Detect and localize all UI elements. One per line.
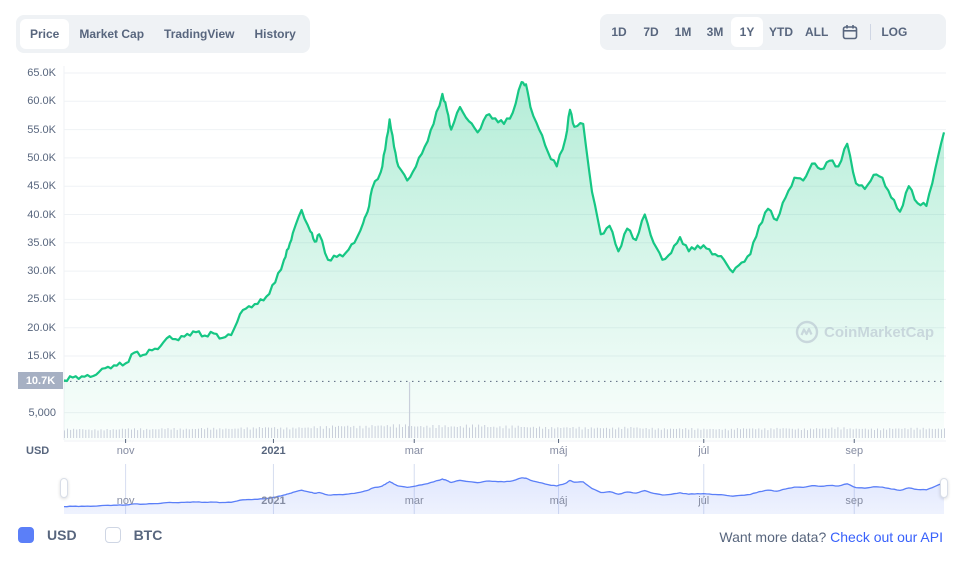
range-all[interactable]: ALL xyxy=(805,25,829,39)
tab-price[interactable]: Price xyxy=(20,19,70,49)
y-tick-label: 20.0K xyxy=(27,321,56,334)
usd-checkbox[interactable] xyxy=(18,527,34,543)
watermark-text: CoinMarketCap xyxy=(824,323,935,341)
api-link[interactable]: Check out our API xyxy=(830,529,943,545)
y-tick-label: 25.0K xyxy=(27,293,56,306)
navigator-tick-label: 2021 xyxy=(261,495,286,507)
log-scale-toggle[interactable]: LOG xyxy=(881,25,908,39)
y-tick-label: 30.0K xyxy=(27,265,56,278)
y-tick-label: 50.0K xyxy=(27,151,56,164)
y-tick-label: 45.0K xyxy=(27,180,56,193)
range-7d[interactable]: 7D xyxy=(643,25,659,39)
navigator-tick-label: máj xyxy=(549,495,568,507)
y-tick-label: 5,000 xyxy=(28,406,56,419)
x-tick-label: máj xyxy=(549,445,568,457)
tab-history[interactable]: History xyxy=(254,27,296,41)
x-tick-label: sep xyxy=(845,445,864,457)
legend-btc[interactable]: BTC xyxy=(104,527,163,543)
range-divider xyxy=(870,24,872,40)
x-tick-label: júl xyxy=(698,445,710,457)
navigator-area xyxy=(64,477,944,514)
range-1d[interactable]: 1D xyxy=(611,25,627,39)
navigator-line xyxy=(63,477,945,508)
api-prompt-text: Want more data? xyxy=(719,529,827,545)
x-tick-label: mar xyxy=(404,445,424,457)
calendar-icon xyxy=(843,25,858,40)
price-chart[interactable] xyxy=(0,0,959,520)
range-3m[interactable]: 3M xyxy=(706,25,724,39)
coinmarketcap-watermark: CoinMarketCap xyxy=(795,320,934,344)
chart-type-tabs: Price Market Cap TradingView History xyxy=(16,15,310,53)
api-prompt: Want more data? Check out our API xyxy=(719,529,943,545)
range-1y[interactable]: 1Y xyxy=(731,17,763,47)
tab-market-cap[interactable]: Market Cap xyxy=(79,27,145,41)
x-tick-label: nov xyxy=(116,445,135,457)
btc-label: BTC xyxy=(133,527,163,543)
navigator-tick-label: nov xyxy=(116,495,135,507)
range-1m[interactable]: 1M xyxy=(674,25,692,39)
date-picker-button[interactable] xyxy=(834,17,866,47)
btc-checkbox[interactable] xyxy=(104,527,121,543)
coinmarketcap-logo-icon xyxy=(795,320,819,344)
time-range-selector: 1D 7D 1M 3M 1Y YTD ALL LOG xyxy=(600,14,946,50)
y-tick-label: 40.0K xyxy=(27,208,56,221)
y-tick-label: 55.0K xyxy=(27,123,56,136)
x-tick-label: 2021 xyxy=(261,445,286,457)
y-tick-label: 35.0K xyxy=(27,236,56,249)
y-tick-label: 65.0K xyxy=(27,67,56,79)
volume-bars xyxy=(64,382,945,438)
currency-legend: USD BTC xyxy=(18,527,190,543)
y-tick-label: 15.0K xyxy=(27,350,56,362)
tab-tradingview[interactable]: TradingView xyxy=(164,27,235,41)
navigator-tick-label: júl xyxy=(698,495,710,507)
price-line xyxy=(63,81,946,383)
y-tick-label: 60.0K xyxy=(27,95,56,108)
legend-usd[interactable]: USD xyxy=(18,527,77,543)
navigator-tick-label: sep xyxy=(845,495,864,507)
current-price-label: 10.7K xyxy=(18,372,63,389)
navigator-tick-label: mar xyxy=(404,495,424,507)
navigator-left-handle[interactable] xyxy=(60,478,68,498)
usd-label: USD xyxy=(47,527,77,543)
range-ytd[interactable]: YTD xyxy=(769,25,793,39)
price-area xyxy=(64,82,944,440)
y-axis-unit: USD xyxy=(26,445,50,457)
navigator-right-handle[interactable] xyxy=(940,478,948,498)
